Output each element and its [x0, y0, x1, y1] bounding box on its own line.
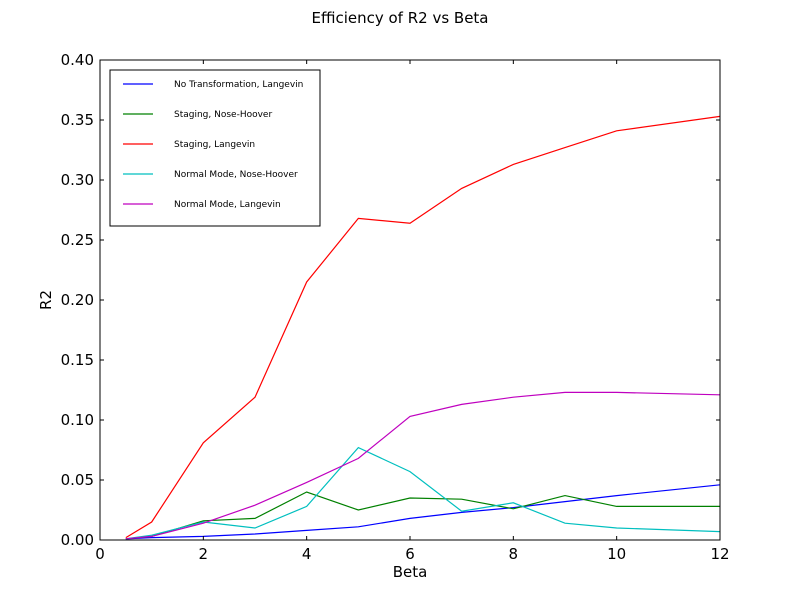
y-tick-label: 0.05	[61, 471, 94, 489]
legend-label-2: Staging, Langevin	[174, 140, 255, 150]
x-tick-label: 4	[302, 545, 312, 563]
x-tick-label: 0	[95, 545, 105, 563]
y-tick-label: 0.30	[61, 171, 94, 189]
x-tick-label: 2	[199, 545, 209, 563]
y-tick-label: 0.15	[61, 351, 94, 369]
legend-label-3: Normal Mode, Nose-Hoover	[174, 170, 298, 180]
x-tick-label: 10	[607, 545, 626, 563]
chart-title: Efficiency of R2 vs Beta	[311, 9, 488, 27]
y-tick-label: 0.10	[61, 411, 94, 429]
y-tick-label: 0.20	[61, 291, 94, 309]
y-tick-label: 0.25	[61, 231, 94, 249]
y-tick-label: 0.00	[61, 531, 94, 549]
series-layer	[125, 115, 721, 540]
y-tick-label: 0.40	[61, 51, 94, 69]
legend-box	[109, 69, 321, 227]
ticks-layer: 0 2 4 6 8 10 12 0.00 0.05 0.10 0.15 0.20 0.25 0.30 0.3…	[61, 51, 730, 563]
x-tick-label: 6	[405, 545, 415, 563]
series-line-4	[125, 391, 721, 540]
x-tick-label: 8	[509, 545, 519, 563]
legend-label-1: Staging, Nose-Hoover	[174, 110, 272, 120]
y-axis-label: R2	[37, 290, 55, 310]
series-line-3	[125, 446, 721, 540]
legend-label-0: No Transformation, Langevin	[174, 80, 303, 90]
series-line-2	[125, 115, 721, 539]
series-line-0	[125, 484, 721, 540]
x-axis-label: Beta	[393, 563, 428, 581]
y-tick-label: 0.35	[61, 111, 94, 129]
x-tick-label: 12	[710, 545, 729, 563]
legend: No Transformation, Langevin Staging, Nose…	[109, 69, 321, 227]
legend-label-4: Normal Mode, Langevin	[174, 200, 281, 210]
series-line-1	[125, 491, 720, 540]
